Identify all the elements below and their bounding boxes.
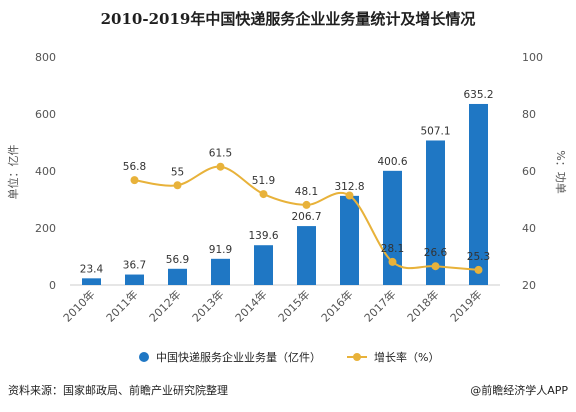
- line-point: [302, 200, 311, 209]
- x-tick-label: 2016年: [318, 287, 355, 324]
- x-tick-label: 2015年: [275, 287, 312, 324]
- x-tick-label: 2012年: [146, 287, 183, 324]
- bar-value-label: 312.8: [334, 181, 364, 193]
- line-point: [388, 257, 397, 266]
- left-axis-ticks: 0 200 400 600 800: [35, 51, 56, 292]
- legend-bar-label: 中国快递服务企业业务量（亿件）: [156, 350, 321, 364]
- x-tick-label: 2017年: [361, 287, 398, 324]
- left-tick-label: 400: [35, 165, 56, 178]
- bar-value-label: 400.6: [377, 156, 407, 168]
- line-value-label: 56.8: [123, 161, 146, 173]
- line-point: [474, 265, 483, 274]
- right-tick-label: 60: [522, 165, 536, 178]
- line-point: [130, 176, 139, 185]
- bar: [383, 170, 402, 285]
- line-point: [216, 162, 225, 171]
- bar-value-label: 36.7: [123, 260, 146, 272]
- bar: [82, 278, 101, 285]
- x-tick-label: 2011年: [103, 287, 140, 324]
- line-series: [130, 162, 483, 274]
- line-point: [259, 190, 268, 199]
- x-tick-label: 2019年: [447, 287, 484, 324]
- right-axis-ticks: 20 40 60 80 100: [522, 51, 543, 292]
- line-value-label: 55: [171, 166, 184, 178]
- bar-value-label: 56.9: [166, 254, 189, 266]
- line-value-label: 48.1: [295, 186, 318, 198]
- right-tick-label: 20: [522, 279, 536, 292]
- bar: [168, 268, 187, 285]
- left-axis-title: 单位：亿件: [6, 145, 20, 200]
- bar-value-labels: 23.4 36.7 56.9 91.9 139.6 206.7 312.8 400.6 507.…: [80, 89, 494, 275]
- left-tick-label: 0: [49, 279, 56, 292]
- bar: [297, 226, 316, 285]
- legend-line-label: 增长率（%）: [374, 350, 439, 364]
- legend-bar-marker: [139, 352, 149, 362]
- chart-title: 2010-2019年中国快递服务企业业务量统计及增长情况: [101, 10, 476, 28]
- x-axis-ticks: 2010年 2011年 2012年 2013年 2014年 2015年 2016年 2017年…: [60, 287, 484, 324]
- bar: [125, 274, 144, 285]
- x-tick-label: 2013年: [189, 287, 226, 324]
- right-axis-title: %：功单: [554, 150, 567, 193]
- bar-value-label: 206.7: [291, 211, 321, 223]
- left-tick-label: 800: [35, 51, 56, 64]
- left-tick-label: 200: [35, 222, 56, 235]
- x-tick-label: 2014年: [232, 287, 269, 324]
- x-tick-label: 2018年: [404, 287, 441, 324]
- left-tick-label: 600: [35, 108, 56, 121]
- line-point: [345, 191, 354, 200]
- right-tick-label: 80: [522, 108, 536, 121]
- line-value-label: 28.1: [381, 243, 404, 255]
- line-value-label: 61.5: [209, 148, 232, 160]
- line-value-label: 25.3: [467, 251, 490, 263]
- bar: [469, 103, 488, 285]
- line-value-label: 26.6: [424, 247, 448, 259]
- line-point: [431, 262, 440, 271]
- bar-value-label: 91.9: [209, 244, 232, 256]
- source-note: 资料来源：国家邮政局、前瞻产业研究院整理: [8, 383, 228, 397]
- bar-value-label: 635.2: [463, 89, 493, 101]
- right-tick-label: 40: [522, 222, 536, 235]
- bar: [426, 140, 445, 285]
- line-point: [173, 181, 182, 190]
- right-tick-label: 100: [522, 51, 543, 64]
- bar-value-label: 507.1: [420, 125, 450, 137]
- bar-value-label: 23.4: [80, 263, 104, 275]
- brand-label: @前瞻经济学人APP: [470, 383, 568, 397]
- bar-value-label: 139.6: [248, 230, 278, 242]
- bar: [254, 245, 273, 285]
- legend: 中国快递服务企业业务量（亿件） 增长率（%）: [139, 350, 439, 364]
- bar: [340, 195, 359, 285]
- bar: [211, 258, 230, 285]
- x-tick-label: 2010年: [60, 287, 97, 324]
- line-value-labels: 56.8 55 61.5 51.9 48.1 28.1 26.6 25.3: [123, 148, 490, 263]
- legend-line-marker: [353, 353, 361, 361]
- line-value-label: 51.9: [252, 175, 275, 187]
